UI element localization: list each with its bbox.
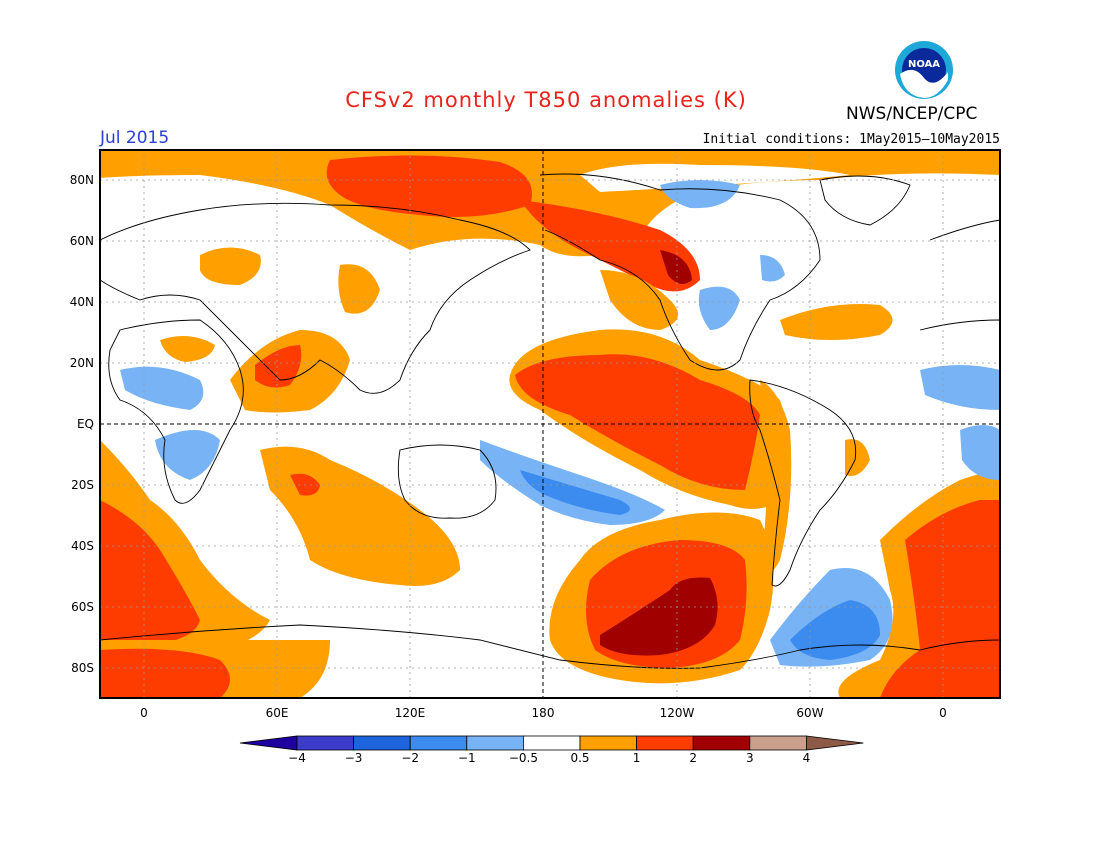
- lat-label-20n: 20N: [69, 356, 94, 370]
- anomaly-left-antarctic-red: [100, 648, 230, 698]
- coastlines: [100, 173, 1000, 669]
- anomaly-alaska-darkred: [660, 250, 692, 284]
- anomaly-nam-lightblue: [698, 286, 740, 330]
- forecast-month: Jul 2015: [100, 128, 170, 148]
- lon-label-60e: 60E: [265, 706, 289, 720]
- lat-label-40s: 40S: [71, 539, 94, 553]
- colorbar-label: 3: [745, 751, 754, 765]
- lat-label-80s: 80S: [71, 661, 94, 675]
- reference-lines: [100, 150, 1000, 698]
- map-frame: [99, 149, 1001, 699]
- colorbar-high-arrow: [806, 735, 864, 751]
- colorbar-swatch: [579, 735, 637, 751]
- anomaly-asia-orange: [338, 264, 380, 314]
- colorbar-label: 4: [802, 751, 811, 765]
- colorbar: [239, 735, 864, 751]
- colorbar-swatch: [636, 735, 694, 751]
- colorbar-swatch: [523, 735, 581, 751]
- colorbar-label: −4: [288, 751, 306, 765]
- logo-text: NOAA: [908, 59, 940, 70]
- anomaly-africa-left-lightblue: [120, 366, 204, 410]
- anomaly-right-sam-lightblue: [960, 425, 1000, 480]
- lat-label-20s: 20S: [71, 478, 94, 492]
- anomaly-left-red: [100, 500, 200, 645]
- chart-title: CFSv2 monthly T850 anomalies (K): [345, 88, 747, 112]
- colorbar-swatch: [296, 735, 354, 751]
- colorbar-label: −3: [344, 751, 363, 765]
- lat-label-80n: 80N: [69, 173, 94, 187]
- anomaly-arctic-red: [326, 155, 532, 218]
- lat-label-40n: 40N: [69, 295, 94, 309]
- anomaly-mideast-red: [255, 345, 302, 388]
- anomaly-arctic-blue: [660, 180, 740, 209]
- anomaly-spcz-blue: [520, 470, 630, 515]
- colorbar-label: 2: [689, 751, 697, 765]
- lon-label-60w: 60W: [796, 706, 824, 720]
- lat-label-60s: 60S: [71, 600, 94, 614]
- colorbar-label: −2: [401, 751, 420, 765]
- lon-label-0: 0: [140, 706, 148, 720]
- anomaly-alaska-red: [520, 200, 700, 292]
- colorbar-label: 0.5: [570, 751, 590, 765]
- anomaly-africa-lightblue: [155, 430, 220, 480]
- anomaly-tropic-left-orange: [160, 336, 215, 362]
- colorbar-label: −0.5: [508, 751, 538, 765]
- noaa-logo: NOAA: [895, 41, 953, 99]
- anomaly-arctic-white: [580, 163, 850, 192]
- colorbar-swatch: [353, 735, 411, 751]
- anomaly-nepacific-orange: [600, 270, 678, 330]
- lon-label-180: 180: [531, 706, 555, 720]
- anomaly-right-natl-lightblue: [920, 365, 1000, 410]
- lat-label-eq: EQ: [76, 417, 94, 431]
- colorbar-swatch: [749, 735, 807, 751]
- lon-label-120e: 120E: [394, 706, 426, 720]
- lon-label-120w: 120W: [659, 706, 695, 720]
- lon-label-0-right: 0: [939, 706, 947, 720]
- colorbar-swatch: [466, 735, 524, 751]
- anomaly-natl-orange: [780, 304, 893, 340]
- graticule: [100, 150, 1000, 698]
- anomaly-eq-pacific-red: [515, 354, 760, 490]
- initial-conditions: Initial conditions: 1May2015—10May2015: [702, 132, 1000, 147]
- anomaly-right-red: [880, 500, 1000, 698]
- anomaly-andes-orange: [760, 380, 792, 574]
- colorbar-swatch: [409, 735, 468, 751]
- colorbar-swatch: [692, 735, 751, 751]
- anomaly-europe-orange: [200, 247, 261, 285]
- colorbar-label: 1: [632, 751, 641, 765]
- anomaly-canada-lightblue: [760, 255, 785, 282]
- agency-label: NWS/NCEP/CPC: [846, 104, 978, 124]
- anomaly-spacific-darkred: [600, 577, 718, 656]
- colorbar-low-arrow: [239, 735, 298, 751]
- lat-label-60n: 60N: [69, 234, 94, 248]
- colorbar-label: −1: [457, 751, 476, 765]
